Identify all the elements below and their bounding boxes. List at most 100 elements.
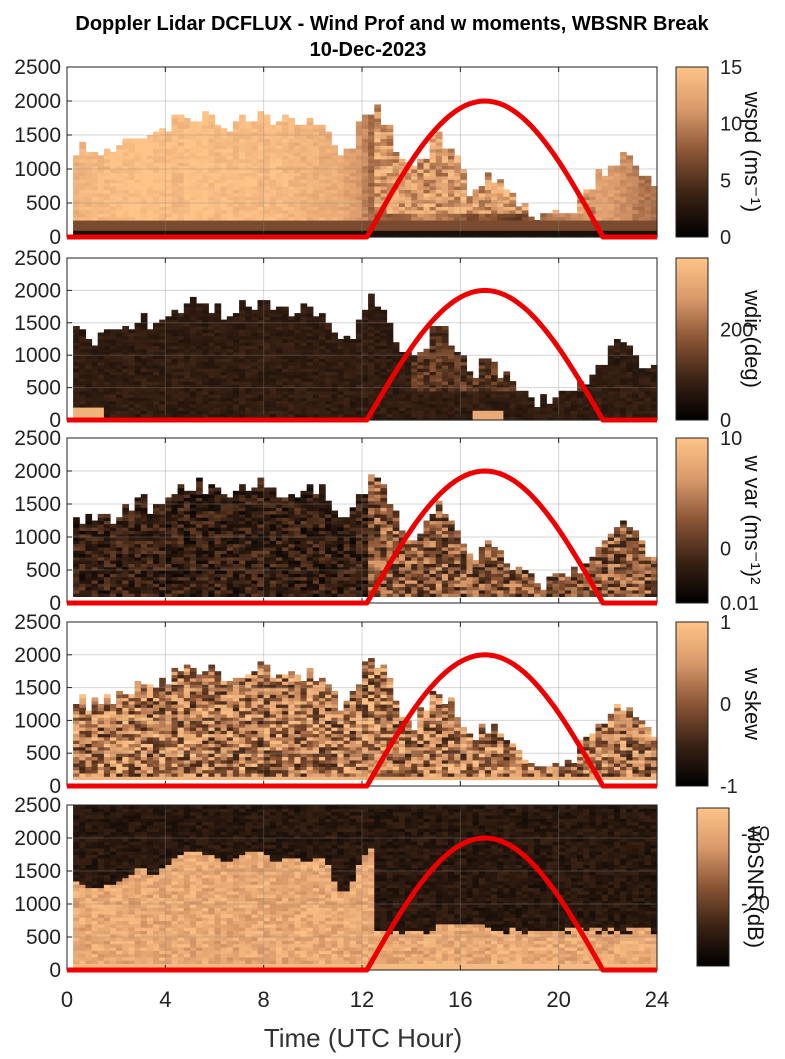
heatmap-cell [632,361,640,366]
heatmap-cell [202,114,209,119]
heatmap-cell [257,169,265,173]
heatmap-cell [564,400,572,405]
heatmap-cell [491,381,498,385]
heatmap-cell [128,410,136,415]
heatmap-cell [306,213,314,218]
heatmap-cell [189,303,197,308]
heatmap-cell [257,387,265,392]
heatmap-cell [232,316,240,321]
heatmap-cell [368,300,375,304]
heatmap-cell [435,335,443,340]
heatmap-cell [134,220,142,224]
heatmap-cell [79,179,86,184]
heatmap-cell [202,403,209,408]
heatmap-cell [429,145,437,150]
heatmap-cell [134,189,142,194]
heatmap-cell [632,358,640,363]
heatmap-cell [472,233,480,238]
heatmap-cell [79,186,86,190]
heatmap-cell [620,162,627,167]
heatmap-cell [140,355,148,359]
heatmap-cell [146,361,154,366]
heatmap-cell [374,165,381,170]
heatmap-cell [146,216,154,221]
heatmap-cell [232,390,240,395]
heatmap-cell [220,175,228,180]
heatmap-cell [97,342,105,346]
heatmap-cell [183,155,191,160]
heatmap-cell [325,141,332,146]
heatmap-cell [497,230,504,235]
heatmap-cell [171,179,179,184]
heatmap-cell [638,203,646,207]
heatmap-cell [460,358,467,363]
heatmap-cell [85,339,93,343]
heatmap-cell [601,186,609,190]
heatmap-cell [478,413,486,418]
heatmap-cell [300,220,308,224]
heatmap-cell [429,335,437,340]
heatmap-cell [128,226,136,231]
heatmap-cell [491,230,498,235]
heatmap-cell [196,407,203,411]
heatmap-cell [103,387,111,392]
heatmap-cell [577,230,584,235]
heatmap-cell [159,342,166,346]
heatmap-cell [577,397,584,402]
heatmap-cell [331,148,338,153]
heatmap-cell [103,155,111,160]
heatmap-cell [189,121,197,126]
heatmap-cell [196,345,203,350]
heatmap-cell [116,145,123,150]
heatmap-cell [571,403,578,408]
heatmap-cell [232,361,240,366]
heatmap-cell [362,400,369,405]
heatmap-cell [405,355,412,359]
heatmap-cell [417,220,424,224]
heatmap-cell [97,361,105,366]
heatmap-cell [423,162,431,167]
heatmap-cell [429,206,437,211]
heatmap-cell [306,158,314,163]
heatmap-cell [331,203,338,207]
heatmap-cell [85,589,93,594]
heatmap-cell [226,138,234,143]
heatmap-cell [435,410,443,415]
heatmap-cell [153,169,160,173]
heatmap-cell [208,145,216,150]
heatmap-cell [146,390,154,395]
heatmap-cell [196,339,203,343]
heatmap-cell [220,148,228,153]
heatmap-cell [208,152,216,156]
heatmap-cell [368,293,375,298]
heatmap-cell [312,199,320,204]
heatmap-cell [362,361,369,366]
heatmap-cell [110,209,117,214]
heatmap-cell [257,138,265,143]
heatmap-cell [626,192,633,197]
heatmap-cell [134,138,142,143]
heatmap-cell [122,206,129,211]
heatmap-cell [503,213,511,218]
heatmap-cell [374,196,381,201]
heatmap-cell [491,384,498,389]
heatmap-cell [337,361,345,366]
heatmap-cell [306,206,314,211]
heatmap-cell [110,390,117,395]
heatmap-cell [85,216,93,221]
heatmap-cell [103,223,111,228]
heatmap-cell [110,169,117,173]
heatmap-cell [165,131,172,136]
heatmap-cell [380,319,388,324]
heatmap-cell [196,169,203,173]
heatmap-cell [73,206,80,211]
heatmap-cell [269,213,277,218]
heatmap-cell [196,226,203,231]
heatmap-cell [269,128,277,133]
heatmap-cell [515,226,523,231]
heatmap-cell [146,384,154,389]
heatmap-cell [153,209,160,214]
heatmap-cell [478,189,486,194]
heatmap-cell [202,189,209,194]
heatmap-cell [337,348,345,353]
